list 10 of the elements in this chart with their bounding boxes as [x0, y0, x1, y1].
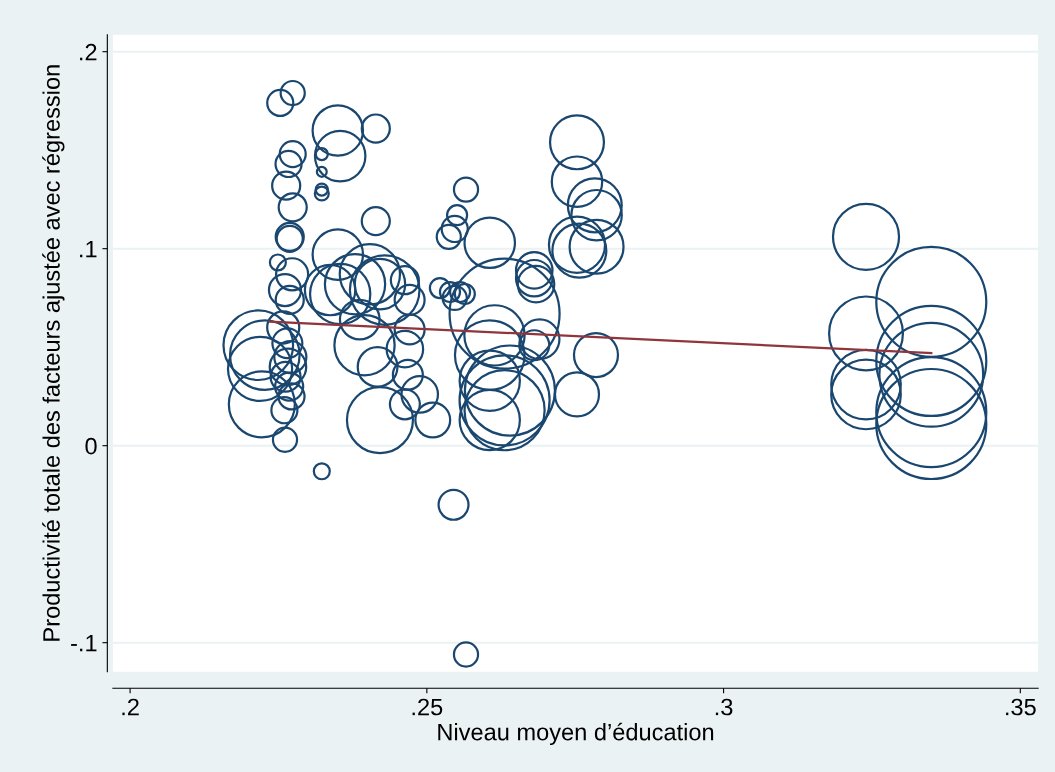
y-tick-label: -.1	[71, 634, 97, 652]
y-tick-label: 0	[85, 437, 97, 455]
y-tick-label: .2	[80, 43, 97, 61]
x-tick-label: .2	[122, 698, 139, 716]
x-tick-label: .35	[1006, 698, 1036, 716]
x-axis-title: Niveau moyen d’éducation	[438, 722, 714, 746]
x-tick-label: .25	[412, 698, 443, 716]
x-tick-label: .3	[715, 698, 733, 716]
y-tick-label: .1	[80, 240, 97, 258]
y-axis-title: Productivité totale des facteurs ajustée avec régression	[42, 65, 65, 641]
